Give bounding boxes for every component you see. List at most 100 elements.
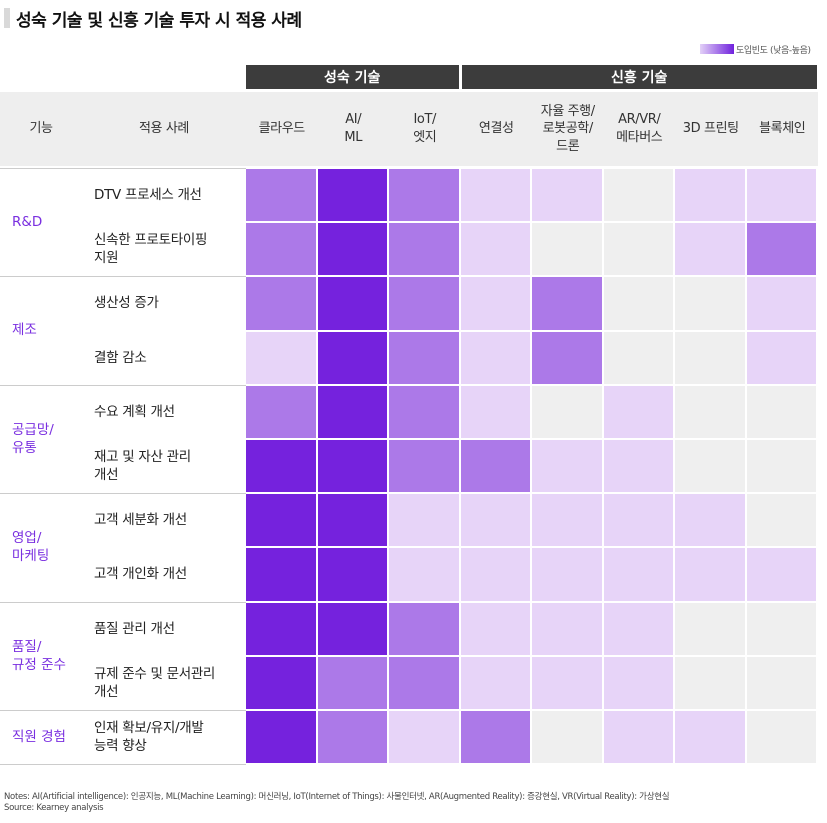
column-header-5: AR/VR/ 메타버스: [616, 112, 663, 145]
column-header-2: IoT/ 엣지: [413, 112, 437, 145]
heatmap-cell: [246, 223, 316, 276]
heatmap-cell: [675, 494, 745, 547]
heatmap-cell: [675, 331, 745, 384]
heatmap-cell: [246, 331, 316, 384]
heatmap-cell: [317, 656, 387, 709]
heatmap-cell: [460, 548, 530, 601]
function-separator: [0, 493, 246, 495]
heatmap-cell: [246, 494, 316, 547]
heatmap-cell: [317, 548, 387, 601]
heatmap-cell: [532, 656, 602, 709]
heatmap-cell: [746, 711, 816, 764]
function-label-5: 직원 경험: [12, 728, 66, 745]
legend-label: 도입빈도 (낮음-높음): [736, 45, 811, 56]
heatmap-cell: [603, 331, 673, 384]
heatmap-cell: [532, 548, 602, 601]
heatmap-cell: [460, 602, 530, 655]
heatmap-cell: [460, 331, 530, 384]
heatmap-cell: [746, 331, 816, 384]
heatmap-cell: [603, 223, 673, 276]
heatmap-cell: [675, 656, 745, 709]
group-header-0: 성숙 기술: [246, 65, 459, 89]
notes-source: Source: Kearney analysis: [4, 803, 104, 814]
group-header-1: 신흥 기술: [461, 65, 817, 89]
heatmap-cell: [532, 711, 602, 764]
heatmap-cell: [603, 602, 673, 655]
column-header-4: 자율 주행/ 로봇공학/ 드론: [540, 103, 595, 154]
heatmap-cell: [675, 169, 745, 222]
heatmap-cell: [532, 385, 602, 438]
heatmap-cell: [246, 169, 316, 222]
heatmap-cell: [317, 711, 387, 764]
heatmap-cell: [746, 548, 816, 601]
row-label-1: 신속한 프로토타이핑 지원: [94, 232, 208, 267]
heatmap-cell: [603, 548, 673, 601]
function-label-2: 공급망/ 유통: [12, 421, 54, 456]
heatmap-cell: [460, 277, 530, 330]
heatmap-cell: [603, 711, 673, 764]
heatmap-cell: [317, 440, 387, 493]
heatmap-cell: [603, 277, 673, 330]
row-label-2: 생산성 증가: [94, 295, 159, 312]
heatmap-cell: [746, 440, 816, 493]
heatmap-cell: [603, 169, 673, 222]
header-band: [0, 92, 818, 166]
heatmap-cell: [532, 331, 602, 384]
header-function: 기능: [29, 121, 53, 137]
heatmap-cell: [317, 494, 387, 547]
row-label-3: 결함 감소: [94, 349, 147, 366]
heatmap-cell: [460, 494, 530, 547]
heatmap-cell: [389, 656, 459, 709]
heatmap-cell: [460, 711, 530, 764]
heatmap-cell: [246, 711, 316, 764]
row-label-7: 고객 개인화 개선: [94, 566, 187, 583]
heatmap-cell: [675, 711, 745, 764]
legend-gradient: [700, 44, 734, 54]
column-header-6: 3D 프린팅: [682, 121, 739, 137]
column-header-0: 클라우드: [258, 121, 306, 137]
heatmap-cell: [317, 331, 387, 384]
heatmap-cell: [532, 223, 602, 276]
heatmap-cell: [532, 602, 602, 655]
heatmap-cell: [532, 440, 602, 493]
function-separator: [0, 601, 246, 603]
notes-definitions: Notes: AI(Artificial intelligence): 인공지능…: [4, 792, 670, 802]
legend: 도입빈도 (낮음-높음): [700, 43, 811, 56]
heatmap-cell: [532, 277, 602, 330]
heatmap-cell: [675, 440, 745, 493]
heatmap-cell: [603, 440, 673, 493]
column-header-3: 연결성: [478, 121, 514, 137]
heatmap-cell: [317, 277, 387, 330]
title-accent-bar: [4, 8, 10, 28]
row-label-4: 수요 계획 개선: [94, 403, 175, 420]
heatmap-cell: [746, 169, 816, 222]
heatmap-cell: [246, 385, 316, 438]
function-separator: [0, 276, 246, 278]
heatmap-cell: [317, 602, 387, 655]
heatmap-cell: [603, 656, 673, 709]
column-header-1: AI/ ML: [344, 112, 363, 145]
header-use-case: 적용 사례: [139, 121, 189, 137]
heatmap-cell: [746, 223, 816, 276]
heatmap-cell: [603, 494, 673, 547]
heatmap-cell: [389, 602, 459, 655]
heatmap-cell: [389, 223, 459, 276]
heatmap-cell: [246, 602, 316, 655]
heatmap-cell: [532, 169, 602, 222]
heatmap-cell: [675, 602, 745, 655]
heatmap-cell: [460, 385, 530, 438]
column-header-7: 블록체인: [759, 121, 806, 137]
heatmap-cell: [317, 169, 387, 222]
heatmap-cell: [746, 602, 816, 655]
heatmap-cell: [389, 440, 459, 493]
function-label-4: 품질/ 규정 준수: [12, 638, 66, 673]
function-separator: [0, 384, 246, 386]
heatmap-cell: [460, 223, 530, 276]
heatmap-cell: [675, 385, 745, 438]
function-separator: [0, 764, 246, 766]
function-separator: [0, 710, 246, 711]
heatmap-cell: [460, 169, 530, 222]
heatmap-cell: [389, 277, 459, 330]
heatmap-cell: [317, 223, 387, 276]
heatmap-cell: [532, 494, 602, 547]
